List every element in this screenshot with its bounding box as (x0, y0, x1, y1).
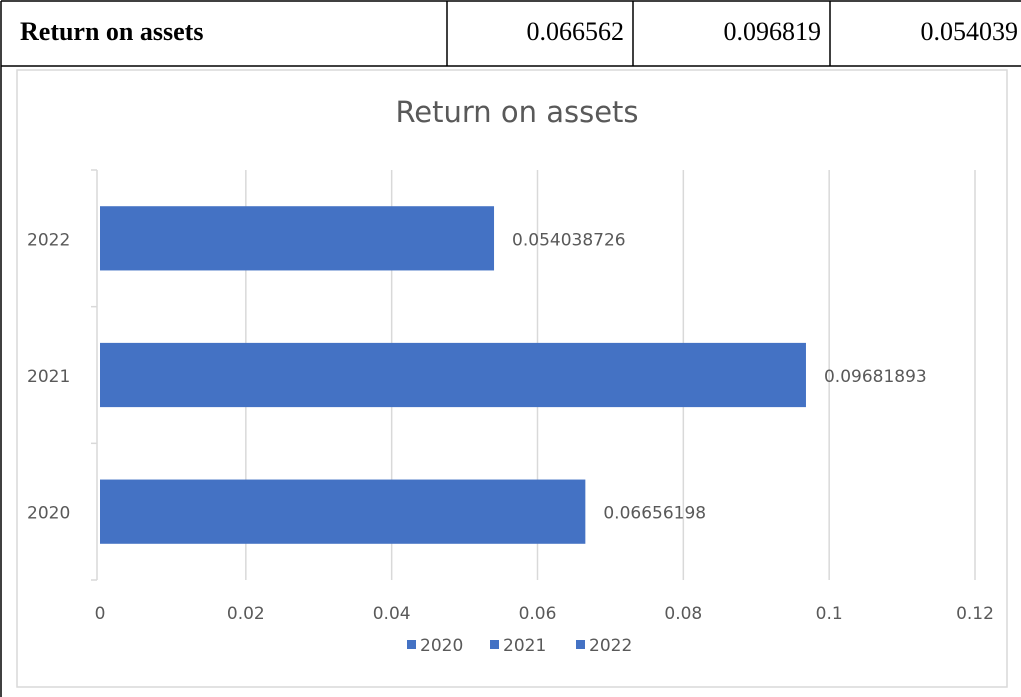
x-tick-label: 0.1 (816, 604, 843, 624)
bar (100, 479, 586, 544)
x-tick-label: 0.12 (956, 604, 994, 624)
x-tick-label: 0.04 (373, 604, 411, 624)
legend-label: 2021 (503, 636, 546, 656)
x-tick-label: 0.06 (519, 604, 557, 624)
legend-label: 2020 (420, 636, 463, 656)
y-tick-label: 2021 (27, 367, 70, 387)
x-tick-label: 0.08 (664, 604, 702, 624)
table-cell: Return on assets (20, 17, 203, 46)
bar (100, 342, 806, 408)
x-tick-label: 0.02 (227, 604, 265, 624)
table-cell: 0.066562 (527, 17, 625, 46)
legend-swatch (490, 640, 499, 649)
data-label: 0.09681893 (824, 367, 927, 387)
legend-swatch (576, 640, 585, 649)
bar (100, 206, 495, 271)
table-cell: 0.054039 (921, 17, 1019, 46)
data-label: 0.054038726 (512, 230, 626, 250)
table-cell: 0.096819 (724, 17, 822, 46)
chart-title: Return on assets (395, 95, 638, 129)
legend-label: 2022 (589, 636, 632, 656)
x-tick-label: 0 (95, 604, 106, 624)
legend-swatch (407, 640, 416, 649)
chart-frame (16, 69, 1008, 688)
y-tick-label: 2020 (27, 504, 70, 524)
data-label: 0.06656198 (603, 504, 706, 524)
y-tick-label: 2022 (27, 230, 70, 250)
